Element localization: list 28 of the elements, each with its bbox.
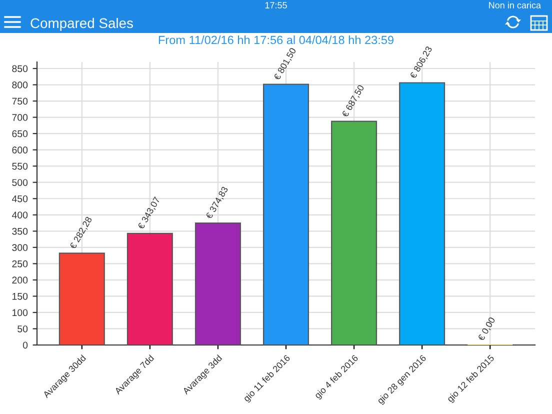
y-tick-label: 450 [12, 195, 28, 202]
chart-subtitle: From 11/02/16 hh 17:56 al 04/04/18 hh 23:59 [158, 36, 394, 44]
y-tick-label: 600 [12, 146, 28, 154]
y-tick-label: 50 [18, 325, 28, 332]
bar [262, 84, 310, 345]
y-tick-label: 800 [12, 82, 28, 88]
y-tick-label: 850 [12, 65, 28, 72]
y-tick-label: 550 [12, 162, 28, 170]
y-tick-label: 300 [12, 244, 28, 252]
y-tick-label: 350 [12, 228, 28, 235]
y-tick-label: 650 [12, 130, 28, 138]
y-tick-label: 100 [12, 309, 28, 316]
bar [126, 232, 173, 345]
y-tick-label: 0 [22, 342, 28, 349]
y-tick-label: 200 [12, 276, 28, 284]
text: Non in carica [489, 2, 541, 8]
y-tick-label: 500 [12, 179, 28, 186]
chart-title: Compared Sales [30, 18, 133, 31]
bar [58, 252, 105, 345]
bar [194, 222, 241, 345]
y-tick-label: 400 [12, 212, 28, 219]
y-tick-label: 750 [12, 98, 28, 105]
y-tick-label: 700 [12, 114, 28, 121]
bar [399, 82, 446, 345]
y-tick-label: 150 [12, 292, 28, 300]
text: 17:55 [265, 2, 287, 8]
y-tick-label: 250 [12, 260, 28, 268]
bar [331, 120, 378, 345]
